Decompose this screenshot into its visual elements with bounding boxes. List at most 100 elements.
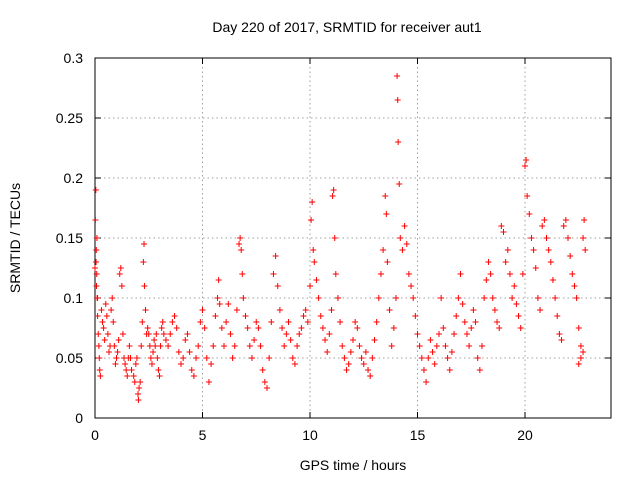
data-point — [130, 373, 137, 379]
data-point — [95, 343, 102, 349]
data-point — [103, 313, 110, 319]
data-point — [315, 295, 322, 301]
data-point — [261, 379, 268, 385]
data-point — [203, 355, 210, 361]
data-point — [221, 343, 227, 349]
data-point — [420, 367, 427, 373]
data-point — [133, 355, 140, 361]
data-point — [412, 313, 419, 319]
data-point — [562, 217, 569, 223]
data-point — [272, 253, 279, 259]
data-point — [365, 367, 372, 373]
data-point — [491, 307, 498, 313]
data-point — [167, 331, 174, 337]
data-point — [199, 307, 206, 313]
data-point — [229, 355, 236, 361]
data-point — [144, 325, 151, 331]
data-point — [425, 355, 432, 361]
data-point — [582, 247, 589, 253]
data-point — [481, 295, 488, 301]
data-point — [354, 325, 361, 331]
data-point — [429, 349, 436, 355]
data-point — [113, 355, 120, 361]
data-point — [537, 307, 544, 313]
data-point — [556, 331, 563, 337]
data-points — [92, 73, 589, 403]
data-point — [386, 307, 393, 313]
data-point — [147, 355, 154, 361]
data-point — [105, 349, 112, 355]
data-point — [146, 343, 153, 349]
y-tick-label: 0.1 — [64, 290, 84, 306]
data-point — [157, 343, 164, 349]
data-point — [94, 313, 101, 319]
data-point — [532, 265, 539, 271]
data-point — [431, 361, 438, 367]
data-point — [543, 235, 550, 241]
data-point — [371, 337, 378, 343]
data-point — [92, 217, 99, 223]
data-point — [165, 343, 172, 349]
data-point — [539, 223, 546, 229]
data-point — [394, 73, 401, 79]
data-point — [522, 163, 528, 169]
data-point — [339, 343, 346, 349]
data-point — [184, 331, 191, 337]
data-point — [479, 343, 485, 349]
data-point — [396, 181, 403, 187]
data-point — [92, 187, 99, 193]
data-point — [239, 271, 246, 277]
data-point — [294, 343, 301, 349]
data-point — [108, 307, 115, 313]
y-tick-label: 0.25 — [56, 110, 83, 126]
x-tick-label: 10 — [302, 427, 318, 443]
data-point — [575, 361, 582, 367]
data-point — [457, 271, 464, 277]
data-point — [155, 367, 162, 373]
data-point — [127, 355, 134, 361]
data-point — [504, 247, 511, 253]
data-point — [524, 193, 531, 199]
data-point — [104, 331, 111, 337]
data-point — [498, 223, 505, 229]
x-tick-label: 5 — [199, 427, 207, 443]
data-point — [281, 343, 288, 349]
data-point — [178, 361, 184, 367]
data-point — [541, 217, 548, 223]
data-point — [279, 325, 286, 331]
data-point — [375, 295, 382, 301]
data-point — [362, 349, 369, 355]
data-point — [328, 307, 335, 313]
data-point — [442, 343, 449, 349]
data-point — [577, 343, 584, 349]
data-point — [135, 397, 142, 403]
data-point — [334, 295, 341, 301]
data-point — [138, 343, 145, 349]
data-point — [308, 217, 315, 223]
data-point — [289, 355, 296, 361]
data-point — [509, 295, 516, 301]
data-point — [448, 349, 455, 355]
data-point — [311, 259, 318, 265]
data-point — [132, 361, 139, 367]
data-point — [414, 331, 421, 337]
data-point — [140, 259, 147, 265]
data-point — [291, 361, 298, 367]
data-point — [444, 355, 451, 361]
data-point — [173, 325, 180, 331]
data-point — [418, 355, 425, 361]
data-point — [580, 349, 587, 355]
data-point — [470, 307, 477, 313]
data-point — [384, 259, 391, 265]
x-tick-label: 15 — [410, 427, 426, 443]
data-point — [410, 295, 417, 301]
data-point — [160, 331, 167, 337]
grid-lines — [95, 58, 611, 418]
data-point — [313, 277, 320, 283]
data-point — [377, 271, 384, 277]
data-point — [367, 373, 374, 379]
data-point — [201, 325, 208, 331]
data-point — [128, 367, 135, 373]
data-point — [223, 319, 230, 325]
